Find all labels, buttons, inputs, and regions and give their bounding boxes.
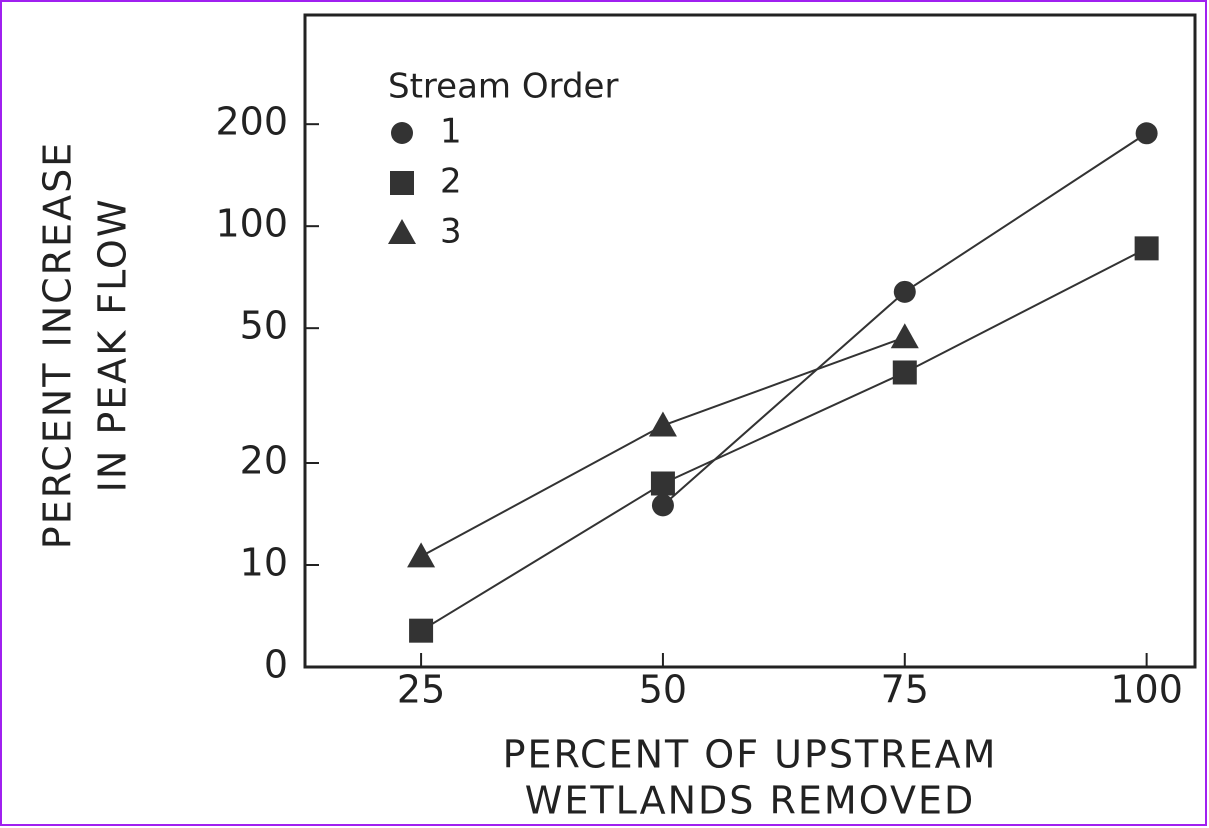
point bbox=[407, 542, 436, 568]
point bbox=[648, 411, 677, 437]
point bbox=[890, 323, 919, 349]
x-axis-label: PERCENT OF UPSTREAM bbox=[503, 733, 998, 777]
point bbox=[1134, 236, 1159, 261]
legend-label: 2 bbox=[440, 162, 462, 202]
y-tick-label: 0 bbox=[264, 643, 288, 687]
point bbox=[388, 219, 416, 244]
legend-label: 3 bbox=[440, 212, 462, 252]
x-tick-label: 50 bbox=[639, 668, 687, 712]
point bbox=[1135, 122, 1158, 145]
x-tick-label: 25 bbox=[397, 668, 445, 712]
y-tick-label: 200 bbox=[215, 100, 288, 144]
y-tick-label: 10 bbox=[240, 541, 288, 585]
plot-frame bbox=[303, 13, 1197, 669]
y-tick-label: 20 bbox=[240, 439, 288, 483]
series-line bbox=[420, 247, 1148, 632]
legend-title: Stream Order bbox=[388, 67, 618, 107]
y-axis-label: PERCENT INCREASE bbox=[36, 141, 80, 549]
legend-label: 1 bbox=[440, 112, 462, 152]
series-line bbox=[420, 336, 906, 558]
point bbox=[390, 171, 414, 195]
point bbox=[893, 280, 916, 303]
point bbox=[391, 122, 413, 144]
point bbox=[651, 494, 674, 517]
point bbox=[409, 618, 434, 643]
y-tick-label: 100 bbox=[215, 202, 288, 246]
y-tick-label: 50 bbox=[240, 304, 288, 348]
x-axis-label: WETLANDS REMOVED bbox=[525, 779, 975, 823]
point bbox=[892, 360, 917, 385]
x-tick-label: 100 bbox=[1110, 668, 1183, 712]
y-axis-label: IN PEAK FLOW bbox=[91, 198, 135, 493]
x-tick-label: 75 bbox=[881, 668, 929, 712]
point bbox=[650, 471, 675, 496]
